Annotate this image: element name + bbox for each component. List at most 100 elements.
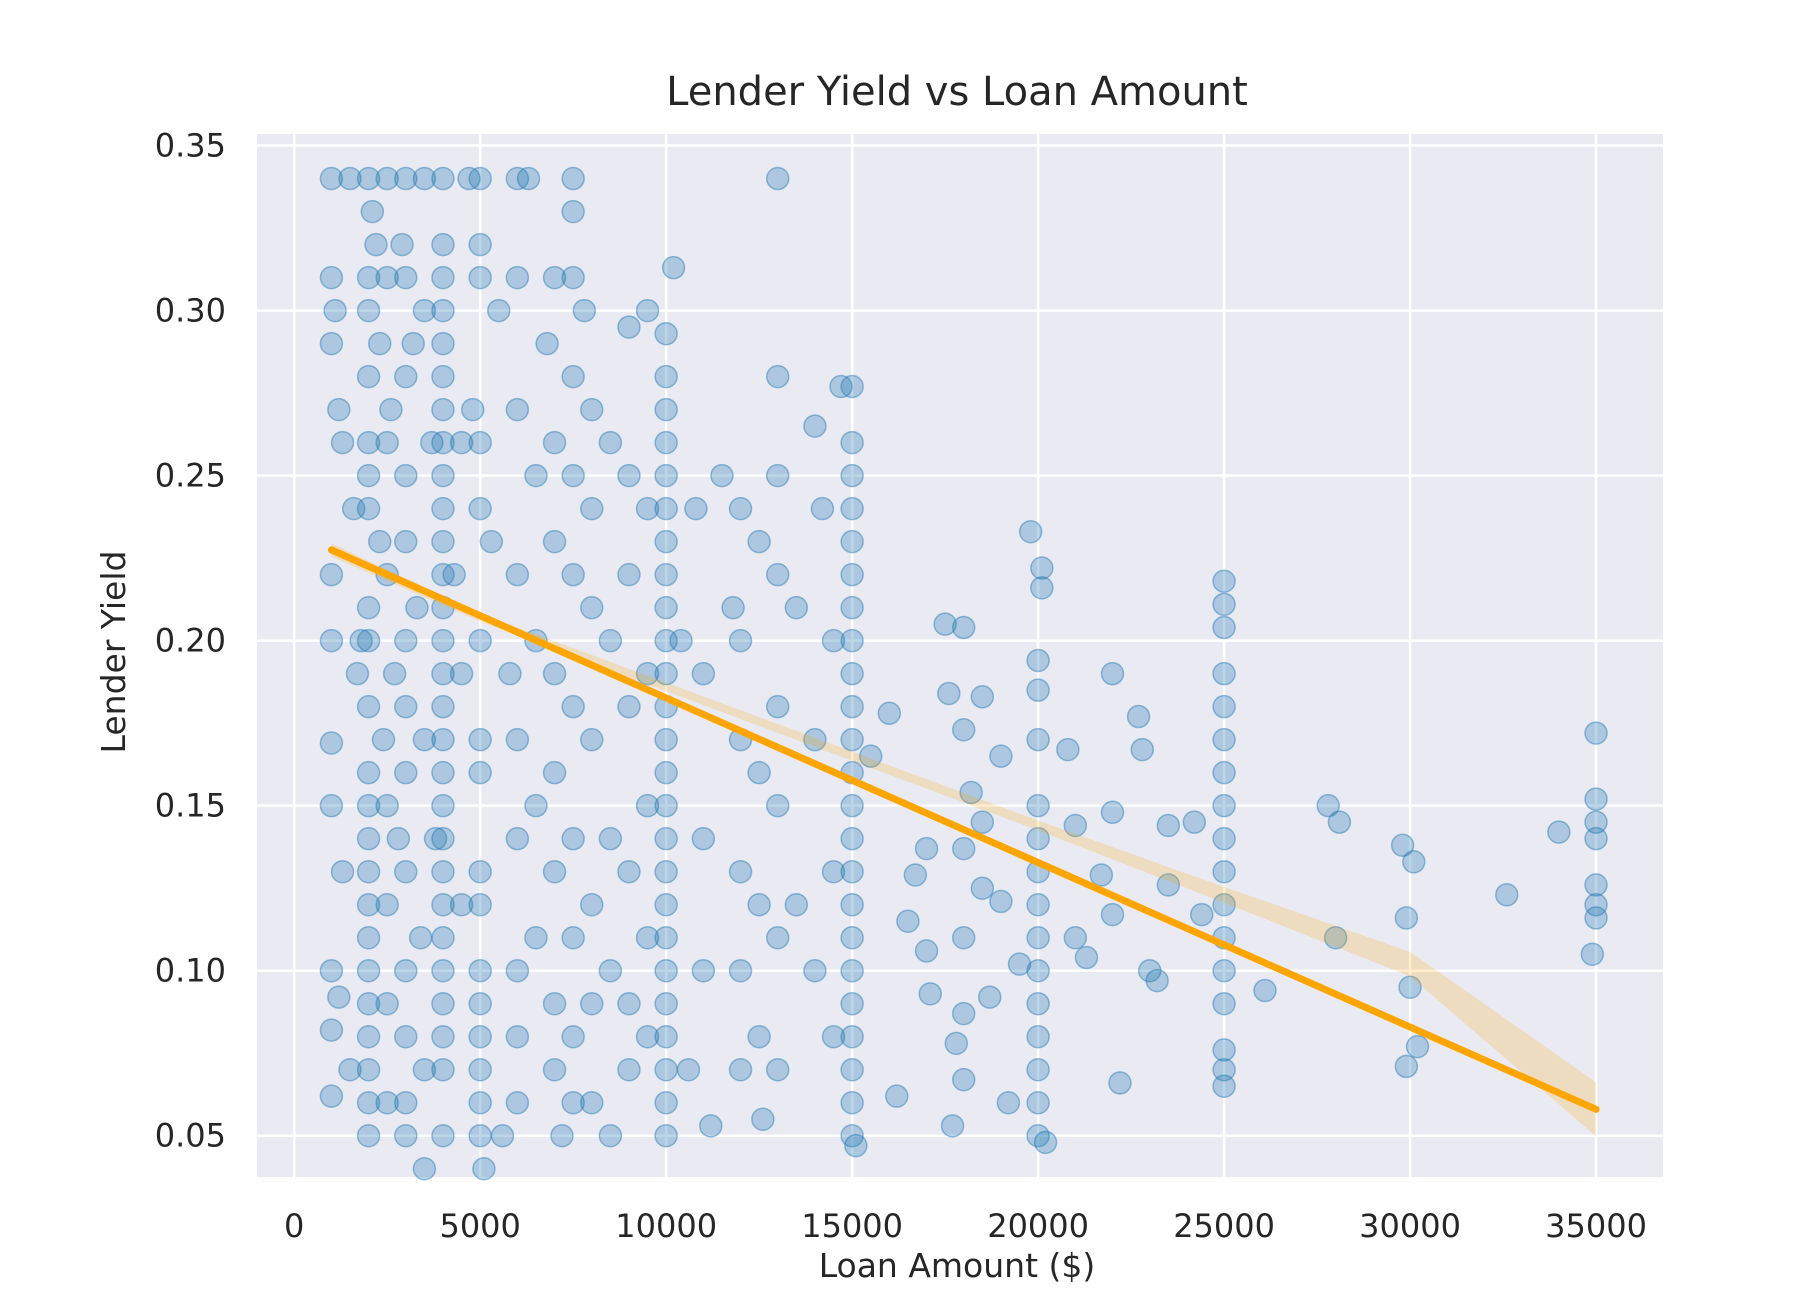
- data-point: [542, 529, 567, 554]
- data-point: [691, 958, 716, 983]
- data-point: [356, 1090, 381, 1115]
- data-point: [408, 925, 433, 950]
- data-point: [617, 315, 641, 339]
- data-point: [431, 232, 455, 257]
- data-point: [394, 364, 418, 389]
- data-point: [412, 166, 437, 191]
- data-point: [431, 364, 455, 389]
- data-point: [951, 1067, 976, 1092]
- data-point: [580, 397, 604, 422]
- data-point: [635, 298, 660, 323]
- data-point: [1018, 519, 1043, 544]
- data-point: [635, 793, 660, 818]
- data-point: [319, 628, 344, 653]
- data-point: [840, 1090, 864, 1115]
- data-point: [356, 1123, 381, 1148]
- data-point: [728, 1057, 753, 1082]
- data-point: [542, 1057, 567, 1082]
- data-point: [356, 1024, 381, 1049]
- data-point: [635, 661, 660, 686]
- data-point: [840, 1024, 864, 1049]
- data-point: [394, 1090, 418, 1115]
- data-point: [1212, 661, 1236, 686]
- data-point: [1212, 615, 1236, 640]
- y-axis-label: Lender Yield: [94, 551, 133, 754]
- data-point: [978, 985, 1002, 1009]
- data-point: [1026, 727, 1050, 752]
- data-point: [394, 1123, 418, 1148]
- data-point: [431, 1123, 455, 1148]
- data-point: [951, 718, 976, 742]
- data-point: [635, 496, 660, 521]
- data-point: [1108, 1071, 1132, 1095]
- data-point: [468, 166, 492, 191]
- data-point: [505, 958, 530, 983]
- data-point: [505, 1024, 530, 1049]
- data-point: [431, 1057, 455, 1082]
- x-tick-label: 35000: [1545, 1207, 1647, 1245]
- data-point: [1026, 1057, 1050, 1082]
- data-point: [505, 562, 530, 587]
- data-point: [1405, 1034, 1430, 1059]
- data-point: [598, 826, 623, 851]
- data-point: [970, 810, 995, 834]
- data-point: [747, 1024, 771, 1049]
- data-point: [580, 991, 604, 1016]
- data-point: [371, 727, 396, 752]
- data-point: [1190, 902, 1214, 927]
- data-point: [598, 1123, 623, 1148]
- data-point: [431, 859, 455, 884]
- data-point: [654, 430, 678, 455]
- data-point: [1495, 883, 1519, 907]
- data-point: [580, 727, 604, 752]
- data-point: [412, 298, 437, 323]
- data-point: [327, 985, 351, 1009]
- x-tick-label: 15000: [801, 1207, 903, 1245]
- data-point: [375, 265, 399, 290]
- data-point: [617, 694, 641, 719]
- data-point: [617, 1057, 641, 1082]
- data-point: [394, 628, 418, 653]
- data-point: [840, 529, 864, 554]
- data-point: [1137, 958, 1162, 983]
- data-point: [728, 859, 753, 884]
- data-point: [375, 892, 399, 917]
- data-point: [1394, 1054, 1419, 1079]
- data-point: [394, 859, 418, 884]
- data-point: [1026, 991, 1050, 1016]
- data-point: [840, 374, 864, 399]
- data-point: [654, 727, 678, 752]
- data-point: [431, 496, 455, 521]
- data-point: [654, 661, 678, 686]
- data-point: [319, 731, 344, 755]
- data-point: [1584, 906, 1608, 930]
- data-point: [431, 166, 455, 191]
- data-point: [914, 836, 939, 861]
- data-point: [1033, 1130, 1058, 1155]
- data-point: [747, 760, 771, 785]
- data-point: [840, 1057, 864, 1082]
- data-point: [356, 991, 381, 1016]
- data-point: [765, 793, 790, 818]
- data-point: [319, 1018, 344, 1042]
- data-point: [1007, 952, 1032, 976]
- y-tick-label: 0.05: [155, 1117, 226, 1155]
- data-point: [338, 166, 362, 191]
- data-point: [360, 199, 385, 224]
- data-point: [840, 826, 864, 851]
- data-point: [654, 1024, 678, 1049]
- data-point: [840, 562, 864, 587]
- data-point: [505, 1090, 530, 1115]
- data-point: [1584, 810, 1608, 834]
- data-point: [858, 744, 883, 768]
- data-point: [765, 1057, 790, 1082]
- data-point: [821, 628, 846, 653]
- data-point: [1584, 787, 1608, 811]
- data-point: [1212, 991, 1236, 1016]
- data-point: [918, 982, 942, 1006]
- data-point: [319, 1084, 344, 1108]
- data-point: [386, 826, 411, 851]
- data-point: [468, 1090, 492, 1115]
- x-tick-label: 5000: [439, 1207, 520, 1245]
- data-point: [1547, 820, 1571, 844]
